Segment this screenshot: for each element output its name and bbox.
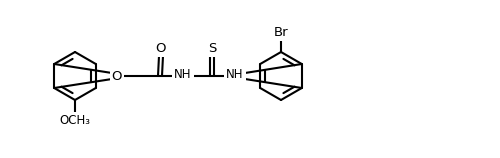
Text: OCH₃: OCH₃ [60,115,90,128]
Text: S: S [208,42,216,55]
Text: Br: Br [274,25,288,39]
Text: O: O [155,42,165,55]
Text: NH: NH [226,69,244,82]
Text: NH: NH [174,69,192,82]
Text: O: O [112,70,122,82]
